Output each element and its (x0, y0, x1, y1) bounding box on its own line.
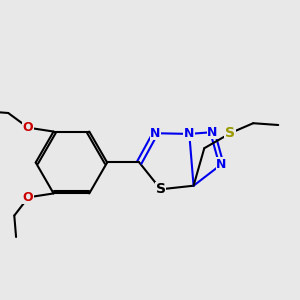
Text: S: S (225, 126, 235, 140)
Text: O: O (22, 190, 33, 203)
Text: O: O (22, 122, 33, 134)
Text: N: N (216, 158, 226, 171)
Text: S: S (156, 182, 166, 196)
Text: N: N (184, 128, 194, 140)
Text: N: N (207, 126, 218, 139)
Text: N: N (150, 127, 161, 140)
